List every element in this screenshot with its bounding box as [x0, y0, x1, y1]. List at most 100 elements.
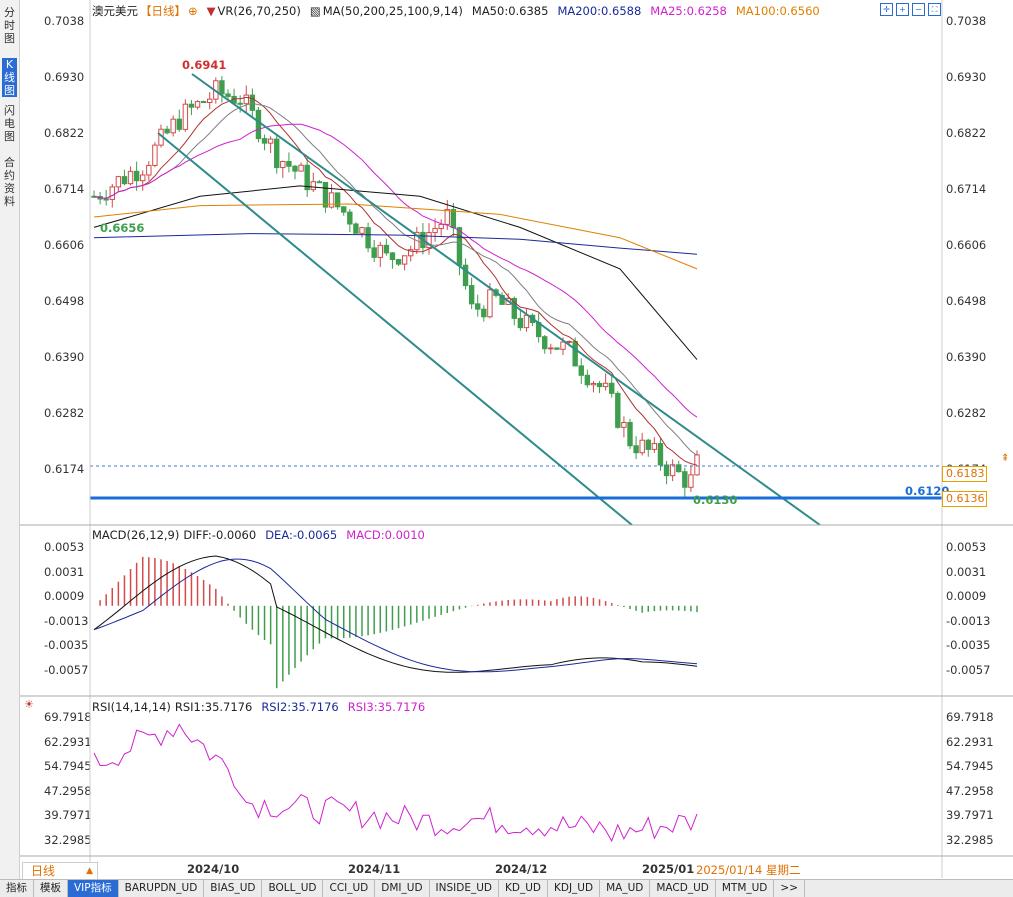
channel-lower-line	[157, 132, 633, 526]
bottom-tab-4[interactable]: BIAS_UD	[204, 880, 263, 897]
candle-body	[261, 138, 268, 144]
low-label: 0.6656	[100, 221, 145, 235]
price-y-tick-right: 0.6822	[946, 126, 987, 140]
symbol-title: 澳元美元	[92, 4, 138, 18]
candle-body	[188, 103, 195, 108]
tab-timeshare[interactable]: 分时图	[4, 6, 15, 45]
candle-body	[450, 209, 457, 229]
candle-body	[267, 138, 274, 144]
bottom-tab-7[interactable]: DMI_UD	[375, 880, 430, 897]
candle-body	[615, 392, 621, 428]
candle-body	[170, 118, 176, 134]
bottom-tab-14[interactable]: >>	[774, 880, 806, 897]
candle-body	[481, 308, 487, 318]
macd-y-tick-right: 0.0031	[946, 564, 987, 579]
candle-body	[292, 165, 298, 172]
candle-body	[127, 170, 134, 185]
tab-flash[interactable]: 闪电图	[4, 104, 15, 143]
current-date: 2025/01/14 星期二	[696, 863, 801, 877]
bottom-tab-2[interactable]: VIP指标	[68, 880, 119, 897]
candle-body	[408, 249, 414, 257]
candle-body	[274, 138, 280, 169]
bottom-tab-1[interactable]: 模板	[34, 880, 68, 897]
zoom-in-icon[interactable]: +	[896, 3, 909, 16]
tab-kline[interactable]: K线图	[2, 58, 17, 97]
bottom-tab-0[interactable]: 指标	[0, 880, 34, 897]
indicator-tab-bar: 指标 模板 VIP指标 BARUPDN_UD BIAS_UD BOLL_UD CCI_UD D…	[0, 879, 1013, 897]
candle-body	[389, 252, 396, 261]
settings-icon[interactable]: ⊕	[188, 4, 198, 18]
ma9-line	[93, 96, 698, 466]
macd-value: MACD:0.0010	[346, 528, 425, 542]
candle-body	[548, 347, 554, 350]
macd-diff: DIFF:-0.0060	[183, 528, 257, 542]
candle-body	[401, 255, 408, 265]
candle-body	[578, 365, 584, 376]
candle-body	[164, 128, 170, 134]
macd-y-tick-left: 0.0053	[44, 540, 85, 554]
candle-body	[219, 80, 225, 95]
candle-body	[554, 347, 560, 350]
rsi1-value: RSI1:35.7176	[174, 700, 253, 714]
macd-y-tick-left: 0.0009	[44, 589, 85, 603]
candle-body	[639, 439, 645, 454]
bottom-tab-5[interactable]: BOLL_UD	[262, 880, 324, 897]
current-price-box: 0.6183	[942, 466, 987, 482]
period-tab[interactable]: 日线 ▲	[22, 862, 98, 880]
macd-y-tick-right: -0.0013	[946, 613, 991, 628]
rsi-y-tick-left: 69.7918	[44, 710, 92, 724]
candle-body	[365, 227, 371, 249]
bottom-tab-8[interactable]: INSIDE_UD	[430, 880, 499, 897]
bottom-tab-10[interactable]: KDJ_UD	[548, 880, 601, 897]
rsi-line	[93, 723, 698, 843]
candle-body	[438, 223, 444, 229]
macd-y-tick-right: 0.0009	[946, 589, 987, 603]
tab-contract-info[interactable]: 合约资料	[4, 156, 15, 208]
x-label-jan: 2025/01	[642, 862, 695, 876]
candle-body	[280, 160, 286, 169]
fullscreen-icon[interactable]: ⛶	[928, 3, 941, 16]
candle-body	[596, 382, 603, 388]
zoom-out-icon[interactable]: −	[912, 3, 925, 16]
candle-body	[468, 285, 475, 305]
crosshair-icon[interactable]: ✛	[880, 3, 893, 16]
x-label-nov: 2024/11	[348, 862, 401, 876]
bottom-tab-13[interactable]: MTM_UD	[716, 880, 775, 897]
bottom-tab-12[interactable]: MACD_UD	[650, 880, 716, 897]
arrow-up-icon[interactable]: ⇞	[1001, 453, 1010, 464]
candle-body	[298, 164, 304, 172]
ma200-line	[93, 233, 698, 255]
rsi-y-tick-right: 39.7971	[946, 808, 994, 822]
macd-y-tick-left: -0.0013	[44, 613, 89, 628]
indicator-ma25: MA25:0.6258	[650, 4, 727, 18]
bottom-label: 0.6130	[693, 493, 738, 507]
candle-body	[663, 464, 670, 477]
candle-body	[523, 314, 530, 329]
candle-body	[682, 471, 688, 488]
bottom-tab-3[interactable]: BARUPDN_UD	[119, 880, 205, 897]
sun-icon[interactable]: ☀	[24, 698, 34, 711]
candle-body	[517, 317, 524, 329]
price-y-tick-left: 0.6282	[44, 406, 85, 420]
macd-y-tick-right: -0.0057	[946, 662, 991, 677]
candle-body	[566, 340, 572, 343]
bottom-tab-11[interactable]: MA_UD	[600, 880, 651, 897]
candle-body	[426, 232, 432, 249]
indicator-ma: MA(50,200,25,100,9,14)	[322, 4, 463, 18]
candle-body	[347, 211, 353, 225]
bottom-tab-9[interactable]: KD_UD	[499, 880, 548, 897]
candle-body	[316, 181, 323, 184]
period-tag[interactable]: 【日线】	[140, 4, 186, 18]
candle-body	[341, 206, 347, 213]
rsi-y-tick-right: 32.2985	[946, 832, 994, 847]
price-y-tick-right: 0.6498	[946, 294, 987, 308]
bottom-tab-6[interactable]: CCI_UD	[323, 880, 376, 897]
candle-body	[560, 341, 566, 350]
vr-icon: ▼	[206, 4, 216, 18]
candle-body	[432, 227, 438, 234]
macd-dea: DEA:-0.0065	[265, 528, 338, 542]
candle-body	[310, 181, 316, 191]
candle-body	[499, 294, 505, 305]
channel-upper-line	[191, 73, 821, 526]
